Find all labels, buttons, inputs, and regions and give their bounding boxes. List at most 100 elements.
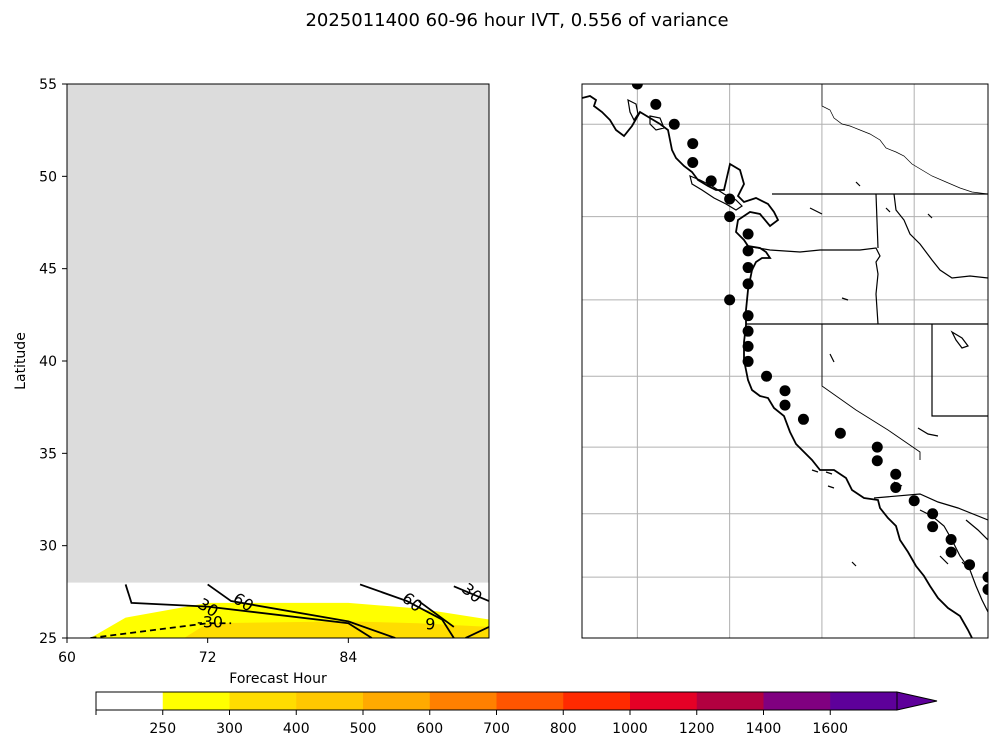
map-point [668, 118, 680, 130]
x-tick-label: 60 [58, 650, 76, 666]
canada-interior [821, 84, 988, 195]
map-coastlines-borders [582, 84, 988, 638]
map-point [742, 278, 754, 290]
map-point [705, 175, 717, 187]
border-us-mexico [873, 493, 988, 521]
map-point [724, 294, 736, 306]
colorbar-segment [229, 692, 297, 710]
colorbar-tick-label: 1400 [746, 721, 782, 737]
hovmoller-ticks: 60 72 84 25 30 35 40 45 50 55 [39, 77, 357, 666]
colorbar-segment [763, 692, 831, 710]
contour-label-4: 30 [458, 579, 486, 607]
map-point [742, 340, 754, 352]
map-point [779, 385, 791, 397]
y-tick-label: 30 [39, 539, 57, 555]
border-nv-ut [931, 324, 988, 417]
map-point [761, 370, 773, 382]
map-point [945, 546, 957, 558]
map-point [742, 310, 754, 322]
map-point [908, 495, 920, 507]
map-point [631, 84, 643, 90]
colorbar-tick-label: 400 [283, 721, 310, 737]
colorbar-segment [696, 692, 764, 710]
ivt-band-300 [184, 621, 489, 638]
lake-tahoe [829, 353, 835, 363]
colorbar-segment [830, 692, 898, 710]
map-points-layer [631, 84, 988, 595]
map-point [871, 441, 883, 453]
lake-1 [809, 207, 823, 215]
map-point [927, 521, 939, 533]
border-ca-nv [821, 324, 921, 460]
colorbar-tick-label: 800 [550, 721, 577, 737]
map-frame [581, 83, 989, 639]
island-sw [851, 561, 857, 567]
map-point [650, 98, 662, 110]
map-point [742, 228, 754, 240]
colorbar-tick-label: 700 [483, 721, 510, 737]
map-point [890, 482, 902, 494]
contour-line-1 [207, 583, 396, 638]
map-panel [581, 83, 989, 639]
lake-2 [855, 181, 861, 187]
contour-line-4 [453, 585, 489, 602]
coastline [582, 95, 973, 638]
map-point [724, 193, 736, 205]
map-point [927, 508, 939, 520]
colorbar-tick-label: 300 [216, 721, 243, 737]
colorbar-extend-arrow [896, 691, 938, 711]
map-point [687, 156, 699, 168]
y-tick-label: 25 [39, 631, 57, 647]
great-salt-lake [950, 330, 969, 349]
mex-islands [939, 555, 949, 565]
colorbar-segment [162, 692, 230, 710]
lake-mead [917, 427, 939, 437]
map-point [982, 571, 988, 583]
colorbar-segment [630, 692, 698, 710]
map-point [742, 325, 754, 337]
border-idaho [875, 193, 879, 249]
colorbar-segment [429, 692, 497, 710]
contour-label-5: 9 [425, 615, 435, 634]
x-tick-label: 84 [339, 650, 357, 666]
haida-gwaii [627, 98, 639, 122]
y-tick-label: 55 [39, 77, 57, 93]
y-tick-label: 50 [39, 169, 57, 185]
colorbar-segment [296, 692, 364, 710]
y-tick-label: 35 [39, 446, 57, 462]
y-axis-title: Latitude [13, 332, 29, 390]
x-tick-label: 72 [199, 650, 217, 666]
island-north [649, 115, 665, 131]
lake-5 [885, 207, 891, 213]
colorbar-tick-label: 500 [350, 721, 377, 737]
contour-line-2 [359, 583, 455, 638]
map-point [779, 399, 791, 411]
map-point [742, 355, 754, 367]
gulf-east [965, 519, 988, 541]
missing-data-region [67, 84, 489, 583]
map-point [742, 245, 754, 257]
contour-line-6 [90, 622, 232, 638]
baja-gulf-coast [919, 509, 988, 613]
lake-3 [841, 297, 849, 301]
map-point [834, 427, 846, 439]
colorbar: 250 300 400 500 600 700 800 1000 1200 1400 1600 [95, 691, 938, 737]
colorbar-tick-label: 1000 [612, 721, 648, 737]
colorbar-segment [496, 692, 564, 710]
map-point [724, 211, 736, 223]
colorbar-segment [363, 692, 431, 710]
border-wa-or [745, 245, 881, 325]
y-tick-label: 40 [39, 354, 57, 370]
lake-4 [927, 213, 933, 219]
map-point [797, 413, 809, 425]
figure-title: 2025011400 60-96 hour IVT, 0.556 of vari… [305, 10, 728, 31]
map-point [871, 455, 883, 467]
map-point [964, 559, 976, 571]
x-axis-title: Forecast Hour [229, 671, 327, 687]
contour-line-5 [465, 626, 489, 638]
contour-label-2: -30 [197, 613, 223, 632]
contour-line-3 [418, 600, 455, 628]
border-idaho-mt [893, 193, 988, 279]
